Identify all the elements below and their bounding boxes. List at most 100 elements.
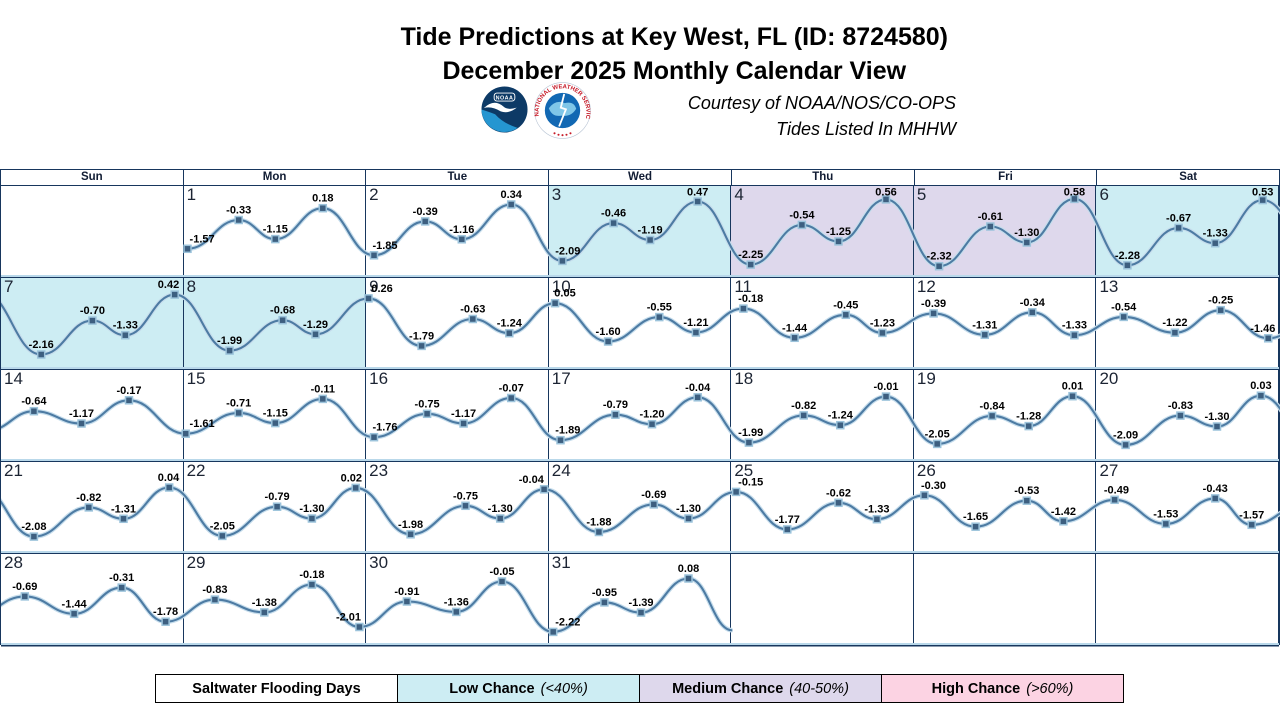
day-number-23: 23 [369, 461, 389, 480]
noaa-logo-sea [481, 109, 518, 132]
day-cell-26: 26 [913, 461, 1097, 551]
day-cell-29: 29 [183, 553, 367, 643]
calendar-week-row-3: 14 15 16 17 18 19 20 -0.64 -1.17 -0.17 -1.61 -0.71-… [1, 369, 1280, 461]
day-cell-3: 3 [548, 185, 732, 275]
page-subtitle: December 2025 Monthly Calendar View [442, 57, 907, 85]
noaa-logo-icon: NOAA [481, 86, 528, 133]
day-number-3: 3 [551, 185, 562, 204]
empty-day-cell [913, 554, 1097, 643]
weekday-header-wed: Wed [549, 170, 732, 185]
day-cell-12: 12 [913, 277, 1097, 367]
day-cell-8: 8 [183, 277, 367, 367]
day-number-10: 10 [551, 277, 571, 296]
weekday-header-sat: Sat [1179, 171, 1198, 183]
day-number-24: 24 [551, 461, 571, 480]
legend-item-high-chance: High Chance (>60%) [881, 675, 1123, 702]
day-number-16: 16 [369, 369, 389, 388]
day-number-29: 29 [186, 553, 206, 572]
day-number-12: 12 [916, 277, 936, 296]
day-cell-24: 24 [548, 461, 732, 551]
datum-note: Tides Listed In MHHW [776, 119, 956, 139]
calendar-week-row-1: 1 2 3 4 5 6 -1.57 -0.33 -1.15 0.18 -1.85 -0.39 -1.16… [1, 185, 1280, 277]
day-cell-15: 15 [183, 369, 367, 459]
weekday-header-tue: Tue [366, 170, 550, 185]
day-cell-17: 17 [548, 369, 732, 459]
weekday-header-sun: Sun [1, 170, 184, 185]
day-number-20: 20 [1099, 369, 1119, 388]
day-cell-7: 7 [1, 278, 184, 367]
calendar-week-row-2: 7 8 9 10 11 12 13 -2.16 -0.70 -1.33 0.42 -1.99 -0.68… [1, 277, 1280, 369]
weekday-header-fri: Fri [915, 170, 1098, 185]
day-cell-20: 20 [1096, 369, 1280, 459]
day-number-17: 17 [551, 369, 571, 388]
day-number-30: 30 [369, 553, 389, 572]
legend-item-low-chance: Low Chance (<40%) [397, 675, 639, 702]
day-number-25: 25 [734, 461, 754, 480]
day-number-11: 11 [734, 277, 752, 296]
calendar-body: 1 2 3 4 5 6 -1.57 -0.33 -1.15 0.18 -1.85 -0.39 -1.16… [1, 185, 1280, 645]
day-cell-27: 27 [1096, 461, 1280, 551]
day-cell-31: 31 [548, 553, 732, 643]
flood-legend: Saltwater Flooding Days Low Chance (<40%… [155, 674, 1124, 703]
day-number-22: 22 [186, 461, 206, 480]
page-title: Tide Predictions at Key West, FL (ID: 87… [400, 23, 948, 51]
day-number-4: 4 [734, 185, 744, 204]
day-cell-13: 13 [1096, 277, 1280, 367]
day-number-6: 6 [1099, 185, 1109, 204]
day-cell-22: 22 [183, 461, 367, 551]
weekday-header-thu: Thu [732, 170, 915, 185]
nws-logo-lightning [558, 93, 568, 127]
day-number-2: 2 [369, 185, 379, 204]
day-cell-9: 9 [366, 278, 549, 367]
day-number-7: 7 [4, 277, 14, 296]
legend-title-cell: Saltwater Flooding Days [156, 675, 397, 702]
noaa-logo-gull [483, 102, 517, 113]
nws-logo-icon: NATIONAL WEATHER SERVICE [532, 78, 591, 139]
day-cell-30: 30 [366, 554, 549, 643]
day-cell-6: 6 [1096, 185, 1280, 275]
weekday-header-mon: Mon [184, 170, 367, 185]
day-cell-19: 19 [913, 369, 1097, 459]
day-number-21: 21 [4, 461, 23, 480]
tide-calendar: Sun Mon Tue Wed Thu Fri Sat 1 2 3 4 5 6 -1.57 -0.33 -1… [0, 169, 1280, 645]
day-cell-10: 10 [548, 277, 732, 367]
day-cell-16: 16 [366, 370, 549, 459]
day-cell-23: 23 [366, 462, 549, 551]
title-block: Tide Predictions at Key West, FL (ID: 87… [401, 20, 948, 88]
day-number-18: 18 [734, 369, 754, 388]
day-number-26: 26 [916, 461, 936, 480]
day-number-9: 9 [369, 277, 379, 296]
day-cell-14: 14 [1, 370, 184, 459]
day-number-27: 27 [1099, 461, 1119, 480]
legend-item-medium-chance: Medium Chance (40-50%) [639, 675, 881, 702]
day-number-13: 13 [1099, 277, 1119, 296]
day-number-28: 28 [4, 553, 23, 572]
courtesy-block: Courtesy of NOAA/NOS/CO-OPS Tides Listed… [688, 90, 956, 142]
day-number-31: 31 [551, 553, 571, 572]
empty-day-cell [731, 554, 914, 643]
noaa-logo-text: NOAA [496, 95, 514, 101]
weekday-header-row: Sun Mon Tue Wed Thu Fri Sat [1, 169, 1279, 186]
day-cell-4: 4 [731, 186, 914, 275]
day-number-1: 1 [186, 185, 197, 204]
day-cell-25: 25 [731, 462, 914, 551]
day-cell-11: 11 [731, 278, 914, 367]
empty-day-cell [1, 186, 184, 275]
nws-logo-dots [553, 132, 572, 137]
day-number-15: 15 [186, 369, 206, 388]
day-cell-5: 5 [913, 185, 1097, 275]
calendar-week-row-5: 28 29 30 31 -0.69 -1.44 -0.31 -1.78 -0.83 -1.38 -0… [1, 553, 1280, 645]
day-number-19: 19 [916, 369, 936, 388]
day-cell-28: 28 [1, 554, 184, 643]
day-cell-2: 2 [366, 186, 549, 275]
day-cell-21: 21 [1, 462, 184, 551]
empty-day-cell [1096, 554, 1280, 643]
courtesy-line: Courtesy of NOAA/NOS/CO-OPS [687, 93, 956, 113]
day-cell-1: 1 [183, 185, 367, 275]
day-number-14: 14 [4, 369, 23, 388]
legend-title: Saltwater Flooding Days [192, 680, 361, 697]
day-number-8: 8 [186, 277, 197, 296]
day-number-5: 5 [916, 185, 927, 204]
calendar-week-row-4: 21 22 23 24 25 26 27 -2.08 -0.82 -1.31 0.04 -2.05 -0… [1, 461, 1280, 553]
day-cell-18: 18 [731, 370, 914, 459]
